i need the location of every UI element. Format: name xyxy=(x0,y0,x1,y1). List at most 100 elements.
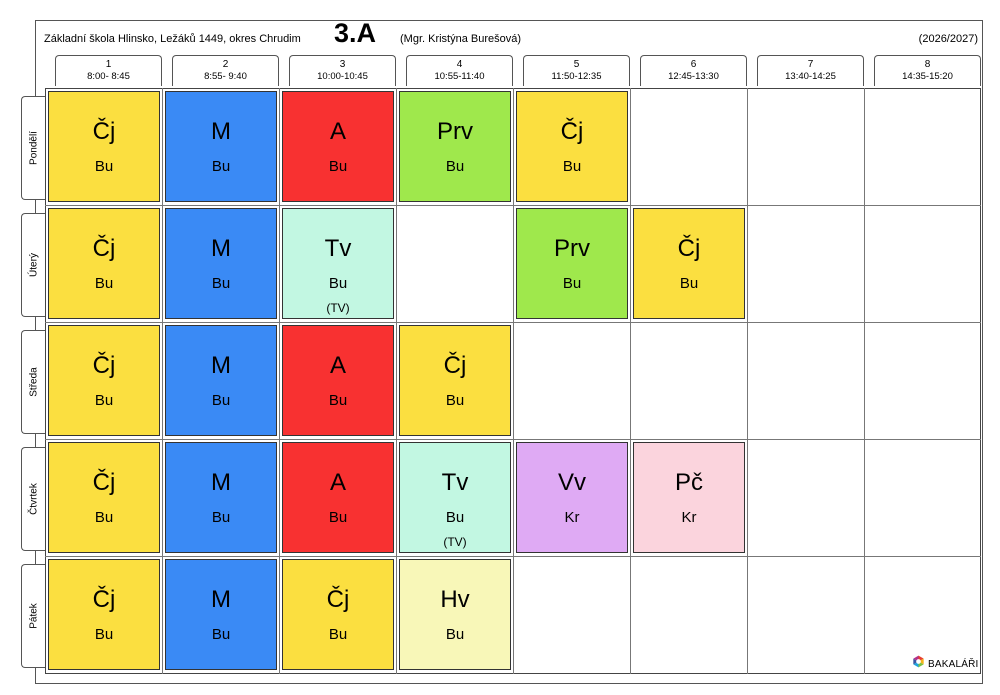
lesson-teacher: Bu xyxy=(94,275,114,292)
lesson-subject: Vv xyxy=(557,469,586,496)
period-header-2: 2 8:55- 9:40 xyxy=(172,55,279,86)
period-time: 8:00- 8:45 xyxy=(87,71,130,82)
lesson-cell[interactable]: Prv Bu xyxy=(399,91,511,202)
school-year: (2026/2027) xyxy=(918,33,978,45)
period-header-6: 6 12:45-13:30 xyxy=(640,55,747,86)
lesson-teacher: Bu xyxy=(94,509,114,526)
lesson-teacher: Bu xyxy=(211,392,231,409)
period-time: 10:55-11:40 xyxy=(434,71,485,82)
lesson-teacher: Bu xyxy=(94,392,114,409)
lesson-cell[interactable]: Čj Bu xyxy=(48,325,160,436)
period-number: 3 xyxy=(339,59,346,70)
period-header-5: 5 11:50-12:35 xyxy=(523,55,630,86)
grid-row-divider xyxy=(45,556,981,557)
lesson-teacher: Bu xyxy=(679,275,699,292)
lesson-teacher: Kr xyxy=(681,509,697,526)
lesson-subject: Hv xyxy=(440,586,470,613)
lesson-cell[interactable]: Vv Kr xyxy=(516,442,628,553)
lesson-cell[interactable]: Tv Bu (TV) xyxy=(399,442,511,553)
lesson-teacher: Bu xyxy=(211,626,231,643)
lesson-cell[interactable]: Tv Bu (TV) xyxy=(282,208,394,319)
lesson-subject: M xyxy=(211,118,231,145)
bakalari-logo-text: BAKALÁŘI xyxy=(928,658,979,670)
lesson-teacher: Bu xyxy=(211,158,231,175)
lesson-cell[interactable]: Čj Bu xyxy=(48,442,160,553)
lesson-cell[interactable]: M Bu xyxy=(165,325,277,436)
grid-row-divider xyxy=(45,322,981,323)
lesson-subject: M xyxy=(211,235,231,262)
period-number: 8 xyxy=(924,59,931,70)
lesson-teacher: Bu xyxy=(211,509,231,526)
period-number: 5 xyxy=(573,59,580,70)
lesson-teacher: Bu xyxy=(445,392,465,409)
grid-column-divider xyxy=(162,88,163,674)
lesson-cell[interactable]: M Bu xyxy=(165,91,277,202)
grid-column-divider xyxy=(864,88,865,674)
lesson-teacher: Bu xyxy=(328,392,348,409)
period-header-4: 4 10:55-11:40 xyxy=(406,55,513,86)
lesson-teacher: Bu xyxy=(562,158,582,175)
lesson-teacher: Bu xyxy=(328,626,348,643)
lesson-cell[interactable]: Čj Bu xyxy=(48,208,160,319)
period-time: 13:40-14:25 xyxy=(785,71,836,82)
lesson-teacher: Bu xyxy=(328,275,348,292)
lesson-teacher: Bu xyxy=(328,509,348,526)
period-time: 10:00-10:45 xyxy=(317,71,368,82)
lesson-cell[interactable]: A Bu xyxy=(282,91,394,202)
lesson-cell[interactable]: Prv Bu xyxy=(516,208,628,319)
period-number: 6 xyxy=(690,59,697,70)
lesson-subject: Čj xyxy=(92,118,116,145)
grid-row-divider xyxy=(45,439,981,440)
lesson-cell[interactable]: M Bu xyxy=(165,559,277,670)
period-header-7: 7 13:40-14:25 xyxy=(757,55,864,86)
period-time: 8:55- 9:40 xyxy=(204,71,247,82)
lesson-cell[interactable]: A Bu xyxy=(282,325,394,436)
lesson-subject: Prv xyxy=(437,118,473,145)
lesson-subject: Pč xyxy=(674,469,703,496)
period-number: 4 xyxy=(456,59,463,70)
lesson-teacher: Bu xyxy=(445,509,465,526)
lesson-subject: M xyxy=(211,586,231,613)
lesson-subject: Čj xyxy=(677,235,701,262)
lesson-subject: Čj xyxy=(92,235,116,262)
lesson-cell[interactable]: Čj Bu xyxy=(282,559,394,670)
lesson-subject: Tv xyxy=(441,469,469,496)
lesson-cell[interactable]: Čj Bu xyxy=(516,91,628,202)
grid-column-divider xyxy=(396,88,397,674)
period-time: 14:35-15:20 xyxy=(902,71,953,82)
lesson-subject: Čj xyxy=(560,118,584,145)
day-name: Pondělí xyxy=(28,131,39,165)
lesson-cell[interactable]: Čj Bu xyxy=(48,559,160,670)
grid-column-divider xyxy=(630,88,631,674)
lesson-cell[interactable]: Hv Bu xyxy=(399,559,511,670)
bakalari-logo: BAKALÁŘI xyxy=(912,655,979,673)
lesson-teacher: Bu xyxy=(445,626,465,643)
lesson-teacher: Bu xyxy=(445,158,465,175)
day-name: Čtvrtek xyxy=(28,483,39,515)
bakalari-hexagon-icon xyxy=(912,655,925,673)
lesson-cell[interactable]: Čj Bu xyxy=(633,208,745,319)
period-time: 11:50-12:35 xyxy=(551,71,602,82)
lesson-subject: Čj xyxy=(92,469,116,496)
lesson-cell[interactable]: A Bu xyxy=(282,442,394,553)
lesson-subject: A xyxy=(329,118,346,145)
day-label-3: Čtvrtek xyxy=(21,447,45,551)
period-time: 12:45-13:30 xyxy=(668,71,719,82)
lesson-subject: Čj xyxy=(326,586,350,613)
period-number: 1 xyxy=(105,59,112,70)
lesson-teacher: Bu xyxy=(211,275,231,292)
lesson-teacher: Kr xyxy=(564,509,580,526)
lesson-cell[interactable]: Čj Bu xyxy=(399,325,511,436)
lesson-subject: M xyxy=(211,469,231,496)
lesson-subject: Čj xyxy=(443,352,467,379)
school-name: Základní škola Hlinsko, Ležáků 1449, okr… xyxy=(44,33,301,45)
class-name: 3.A xyxy=(334,18,377,48)
day-name: Pátek xyxy=(28,603,39,629)
lesson-cell[interactable]: Pč Kr xyxy=(633,442,745,553)
lesson-cell[interactable]: Čj Bu xyxy=(48,91,160,202)
day-name: Středa xyxy=(28,367,39,397)
lesson-cell[interactable]: M Bu xyxy=(165,208,277,319)
lesson-subject: Tv xyxy=(324,235,352,262)
period-header-8: 8 14:35-15:20 xyxy=(874,55,981,86)
lesson-cell[interactable]: M Bu xyxy=(165,442,277,553)
